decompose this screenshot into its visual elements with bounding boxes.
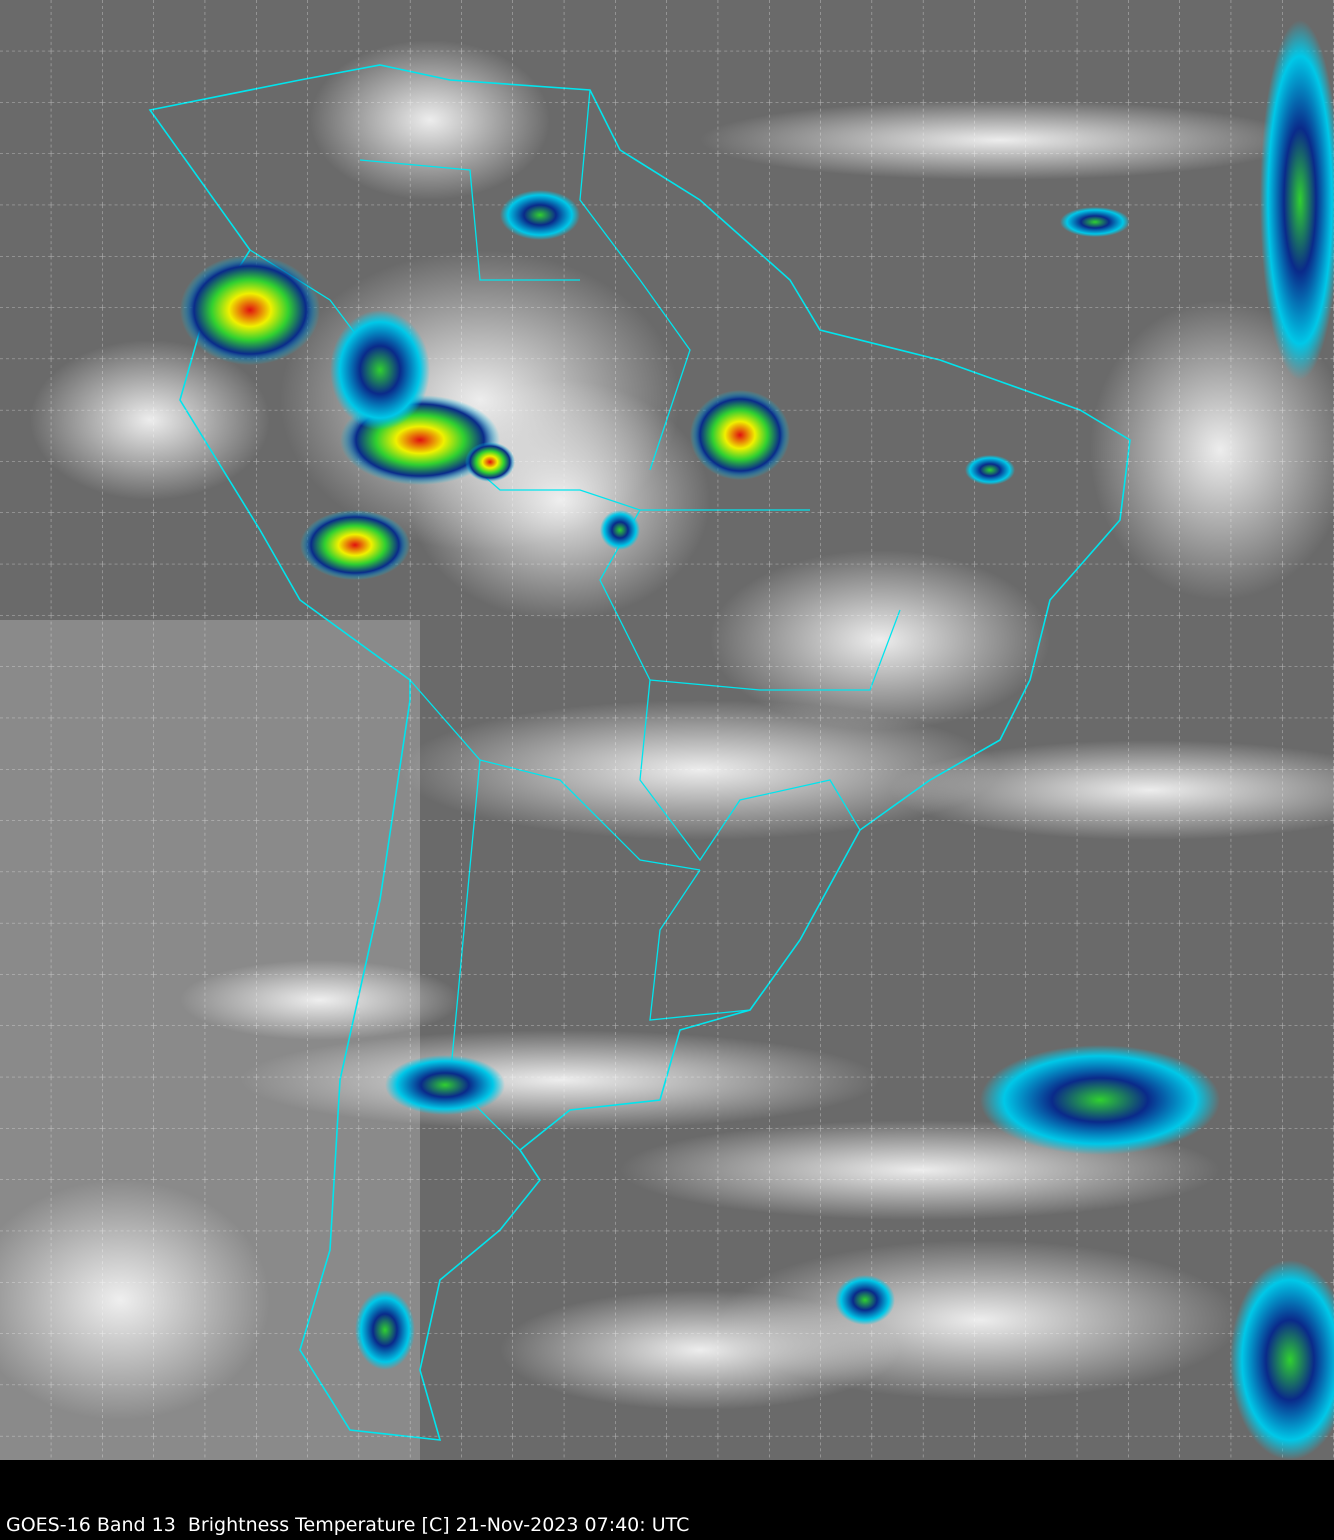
- cold-cloud-top: [1260, 20, 1334, 380]
- cold-cloud-top: [1060, 207, 1130, 237]
- cold-cloud-top: [690, 390, 790, 480]
- cold-cloud-top: [965, 455, 1015, 485]
- image-caption: GOES-16 Band 13 Brightness Temperature […: [6, 1514, 690, 1536]
- cold-cloud-top: [500, 190, 580, 240]
- cold-cloud-top: [1230, 1260, 1334, 1460]
- cold-cloud-top: [385, 1055, 505, 1115]
- cold-cloud-top: [180, 255, 320, 365]
- cold-cloud-top: [355, 1290, 415, 1370]
- cold-cloud-top: [465, 442, 515, 482]
- cold-cloud-top: [300, 510, 410, 580]
- cold-cloud-top: [835, 1275, 895, 1325]
- cold-cloud-top: [600, 510, 640, 550]
- satellite-map: [0, 0, 1334, 1460]
- cold-cloud-top: [330, 310, 430, 430]
- convective-storms: [180, 20, 1334, 1460]
- cold-cloud-top: [980, 1045, 1220, 1155]
- lat-lon-grid: [0, 0, 1334, 1460]
